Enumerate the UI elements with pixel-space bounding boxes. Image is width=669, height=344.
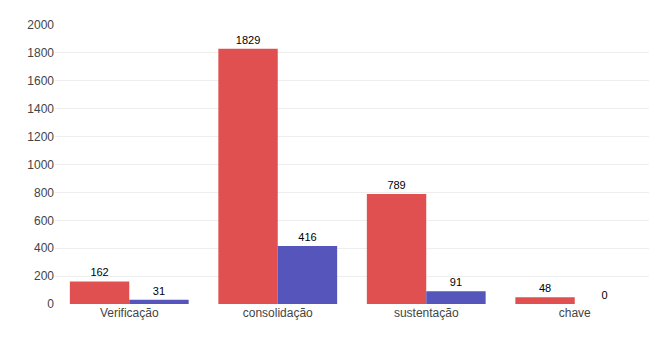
svg-text:416: 416 [298,231,316,243]
svg-text:91: 91 [450,276,462,288]
svg-text:1800: 1800 [27,46,54,60]
svg-text:1000: 1000 [27,158,54,172]
svg-text:Verificação: Verificação [100,306,159,320]
svg-text:1200: 1200 [27,130,54,144]
svg-text:consolidação: consolidação [243,306,313,320]
svg-text:chave: chave [559,306,591,320]
svg-text:48: 48 [539,282,551,294]
svg-text:1600: 1600 [27,74,54,88]
svg-text:200: 200 [34,269,54,283]
svg-text:1400: 1400 [27,102,54,116]
svg-text:0: 0 [601,289,607,301]
svg-text:sustentação: sustentação [394,306,459,320]
svg-text:31: 31 [153,285,165,297]
svg-text:0: 0 [47,297,54,311]
svg-text:1829: 1829 [236,34,260,46]
svg-text:800: 800 [34,186,54,200]
svg-text:400: 400 [34,241,54,255]
svg-text:600: 600 [34,214,54,228]
svg-text:162: 162 [90,266,108,278]
svg-text:789: 789 [387,179,405,191]
svg-text:2000: 2000 [27,18,54,32]
